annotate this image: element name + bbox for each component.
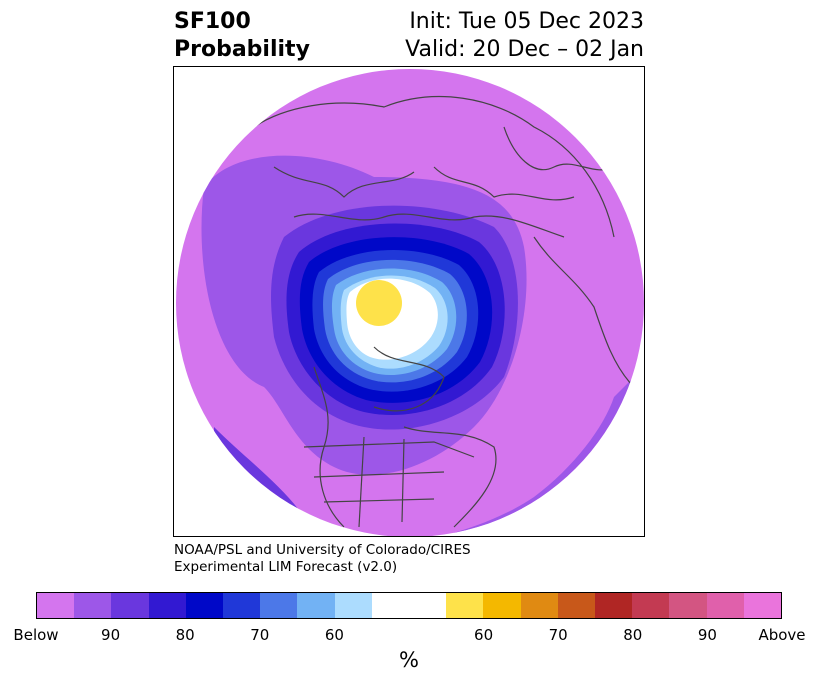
coastlines: [253, 96, 635, 528]
colorbar-segment: [706, 593, 744, 618]
colorbar-segment: [148, 593, 186, 618]
field-above-60: [356, 280, 402, 326]
valid-range: Valid: 20 Dec – 02 Jan: [405, 37, 644, 62]
colorbar-segment: [260, 593, 298, 618]
credit-line-2: Experimental LIM Forecast (v2.0): [174, 559, 398, 575]
colorbar: [36, 592, 782, 619]
date-info: Init: Tue 05 Dec 2023 Valid: 20 Dec – 02…: [405, 8, 644, 64]
credit-line-1: NOAA/PSL and University of Colorado/CIRE…: [174, 542, 471, 558]
colorbar-segment: [669, 593, 707, 618]
colorbar-tick-label: 60: [474, 626, 494, 644]
colorbar-segment: [409, 593, 447, 618]
variable-label: SF100: [174, 9, 251, 34]
colorbar-tick-label: 90: [697, 626, 717, 644]
colorbar-tick-label: 80: [175, 626, 195, 644]
colorbar-tick-label: 80: [623, 626, 643, 644]
colorbar-tick-label: 90: [101, 626, 121, 644]
colorbar-tick-label: 70: [548, 626, 568, 644]
colorbar-tick-label: Above: [758, 626, 806, 644]
colorbar-segment: [446, 593, 484, 618]
colorbar-segment: [371, 593, 410, 618]
colorbar-unit: %: [399, 648, 419, 672]
init-date: Init: Tue 05 Dec 2023: [409, 9, 644, 34]
colorbar-segment: [483, 593, 521, 618]
colorbar-segment: [297, 593, 335, 618]
map-title: SF100 Probability: [174, 8, 310, 64]
colorbar-tick-label: 60: [324, 626, 344, 644]
credit-block: NOAA/PSL and University of Colorado/CIRE…: [174, 542, 471, 576]
probability-map: [176, 69, 644, 536]
colorbar-segment: [595, 593, 633, 618]
colorbar-segment: [74, 593, 112, 618]
colorbar-tick-label: Below: [13, 626, 59, 644]
subtitle-label: Probability: [174, 37, 310, 62]
colorbar-segment: [111, 593, 149, 618]
colorbar-segment: [743, 593, 782, 618]
map-panel: [173, 66, 645, 537]
colorbar-segment: [520, 593, 558, 618]
colorbar-segment: [334, 593, 372, 618]
colorbar-segment: [223, 593, 261, 618]
colorbar-segment: [632, 593, 670, 618]
colorbar-segment: [185, 593, 224, 618]
colorbar-segment: [557, 593, 596, 618]
colorbar-segment: [37, 593, 75, 618]
colorbar-tick-label: 70: [250, 626, 270, 644]
